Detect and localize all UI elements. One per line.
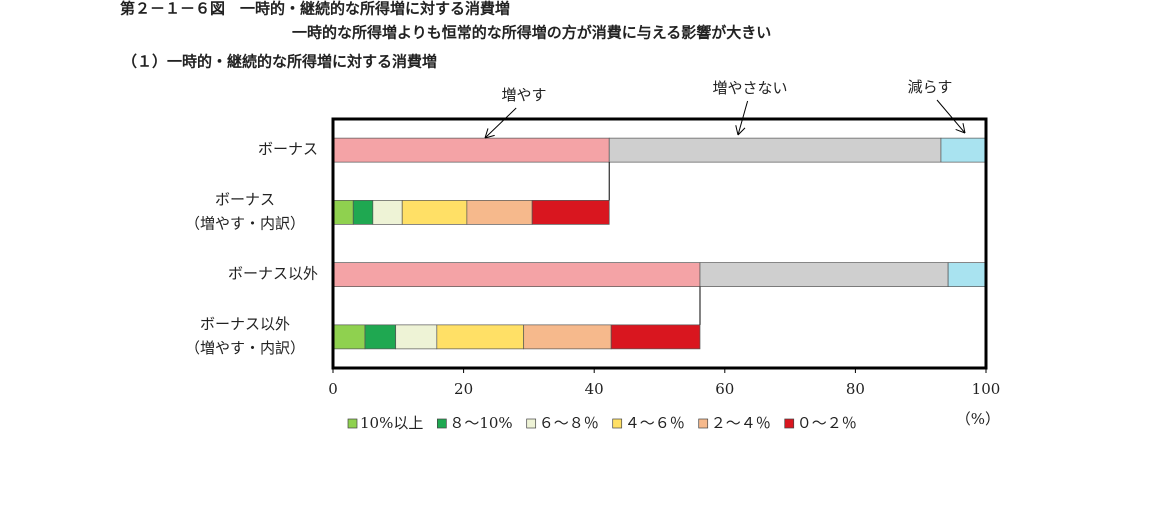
bar-segment	[332, 324, 366, 350]
bar-segment	[395, 324, 438, 350]
chart-subtitle: 一時的な所得増よりも恒常的な所得増の方が消費に与える影響が大きい	[292, 24, 771, 42]
bar-segment	[466, 200, 533, 225]
y-tick-label: ボーナス	[215, 190, 275, 208]
legend-label: ８～10%	[449, 414, 512, 432]
bar-segment	[610, 324, 701, 350]
x-tick-label: 60	[715, 380, 734, 398]
annotation-arrow	[737, 100, 749, 136]
legend-swatch	[436, 418, 447, 429]
annotation-arrow	[484, 107, 517, 139]
legend-label: ４～６％	[625, 414, 685, 432]
chart-title: 第２－１－６図 一時的・継続的な所得増に対する消費増	[120, 0, 510, 18]
legend-label: 10%以上	[360, 414, 423, 432]
annotation-arrowhead	[962, 123, 966, 134]
bar-segment	[531, 200, 610, 225]
annotation-arrowhead	[955, 128, 966, 134]
annotation-arrowhead	[484, 128, 489, 139]
x-tick-label: 0	[328, 380, 338, 398]
annotation-arrowhead	[735, 125, 739, 136]
bar-segment	[608, 137, 942, 163]
x-tick-label: 80	[846, 380, 865, 398]
annotation: 増やさない	[712, 79, 787, 97]
y-tick-label: ボーナス以外	[228, 265, 318, 283]
legend-label: ０～２％	[797, 414, 857, 432]
bar-segment	[332, 262, 701, 287]
legend-swatch	[784, 418, 795, 429]
legend-swatch	[612, 418, 623, 429]
bar-segment	[940, 137, 987, 163]
annotation-arrow	[936, 99, 966, 134]
x-tick-label: 20	[454, 380, 473, 398]
annotation: 増やす	[501, 86, 546, 104]
x-unit: （%）	[956, 410, 1000, 428]
y-tick-label: ボーナス以外	[200, 315, 290, 333]
y-tick-label: （増やす・内訳）	[185, 214, 305, 232]
bar-segment	[436, 324, 525, 350]
bar-segment	[401, 200, 468, 225]
legend-swatch	[526, 418, 537, 429]
y-tick-label: ボーナス	[258, 140, 318, 158]
bar-segment	[947, 262, 987, 287]
bar-segment	[332, 137, 610, 163]
y-tick-label: （増やす・内訳）	[185, 339, 305, 357]
legend-label: ６～８％	[539, 414, 599, 432]
x-tick-label: 100	[972, 380, 1001, 398]
bar-segment	[523, 324, 612, 350]
bar-segment	[332, 200, 354, 225]
bar-segment	[372, 200, 403, 225]
annotation-arrowhead	[737, 127, 746, 136]
annotation: 減らす	[908, 78, 953, 96]
plot-frame	[331, 117, 988, 370]
bar-segment	[364, 324, 397, 350]
panel-title: （１）一時的・継続的な所得増に対する消費増	[122, 53, 437, 71]
legend-swatch	[698, 418, 709, 429]
bar-segment	[699, 262, 949, 287]
annotation-arrowhead	[484, 134, 495, 139]
bar-segment	[352, 200, 374, 225]
x-tick-label: 40	[585, 380, 604, 398]
legend-label: ２～４％	[711, 414, 771, 432]
legend-swatch	[347, 418, 358, 429]
